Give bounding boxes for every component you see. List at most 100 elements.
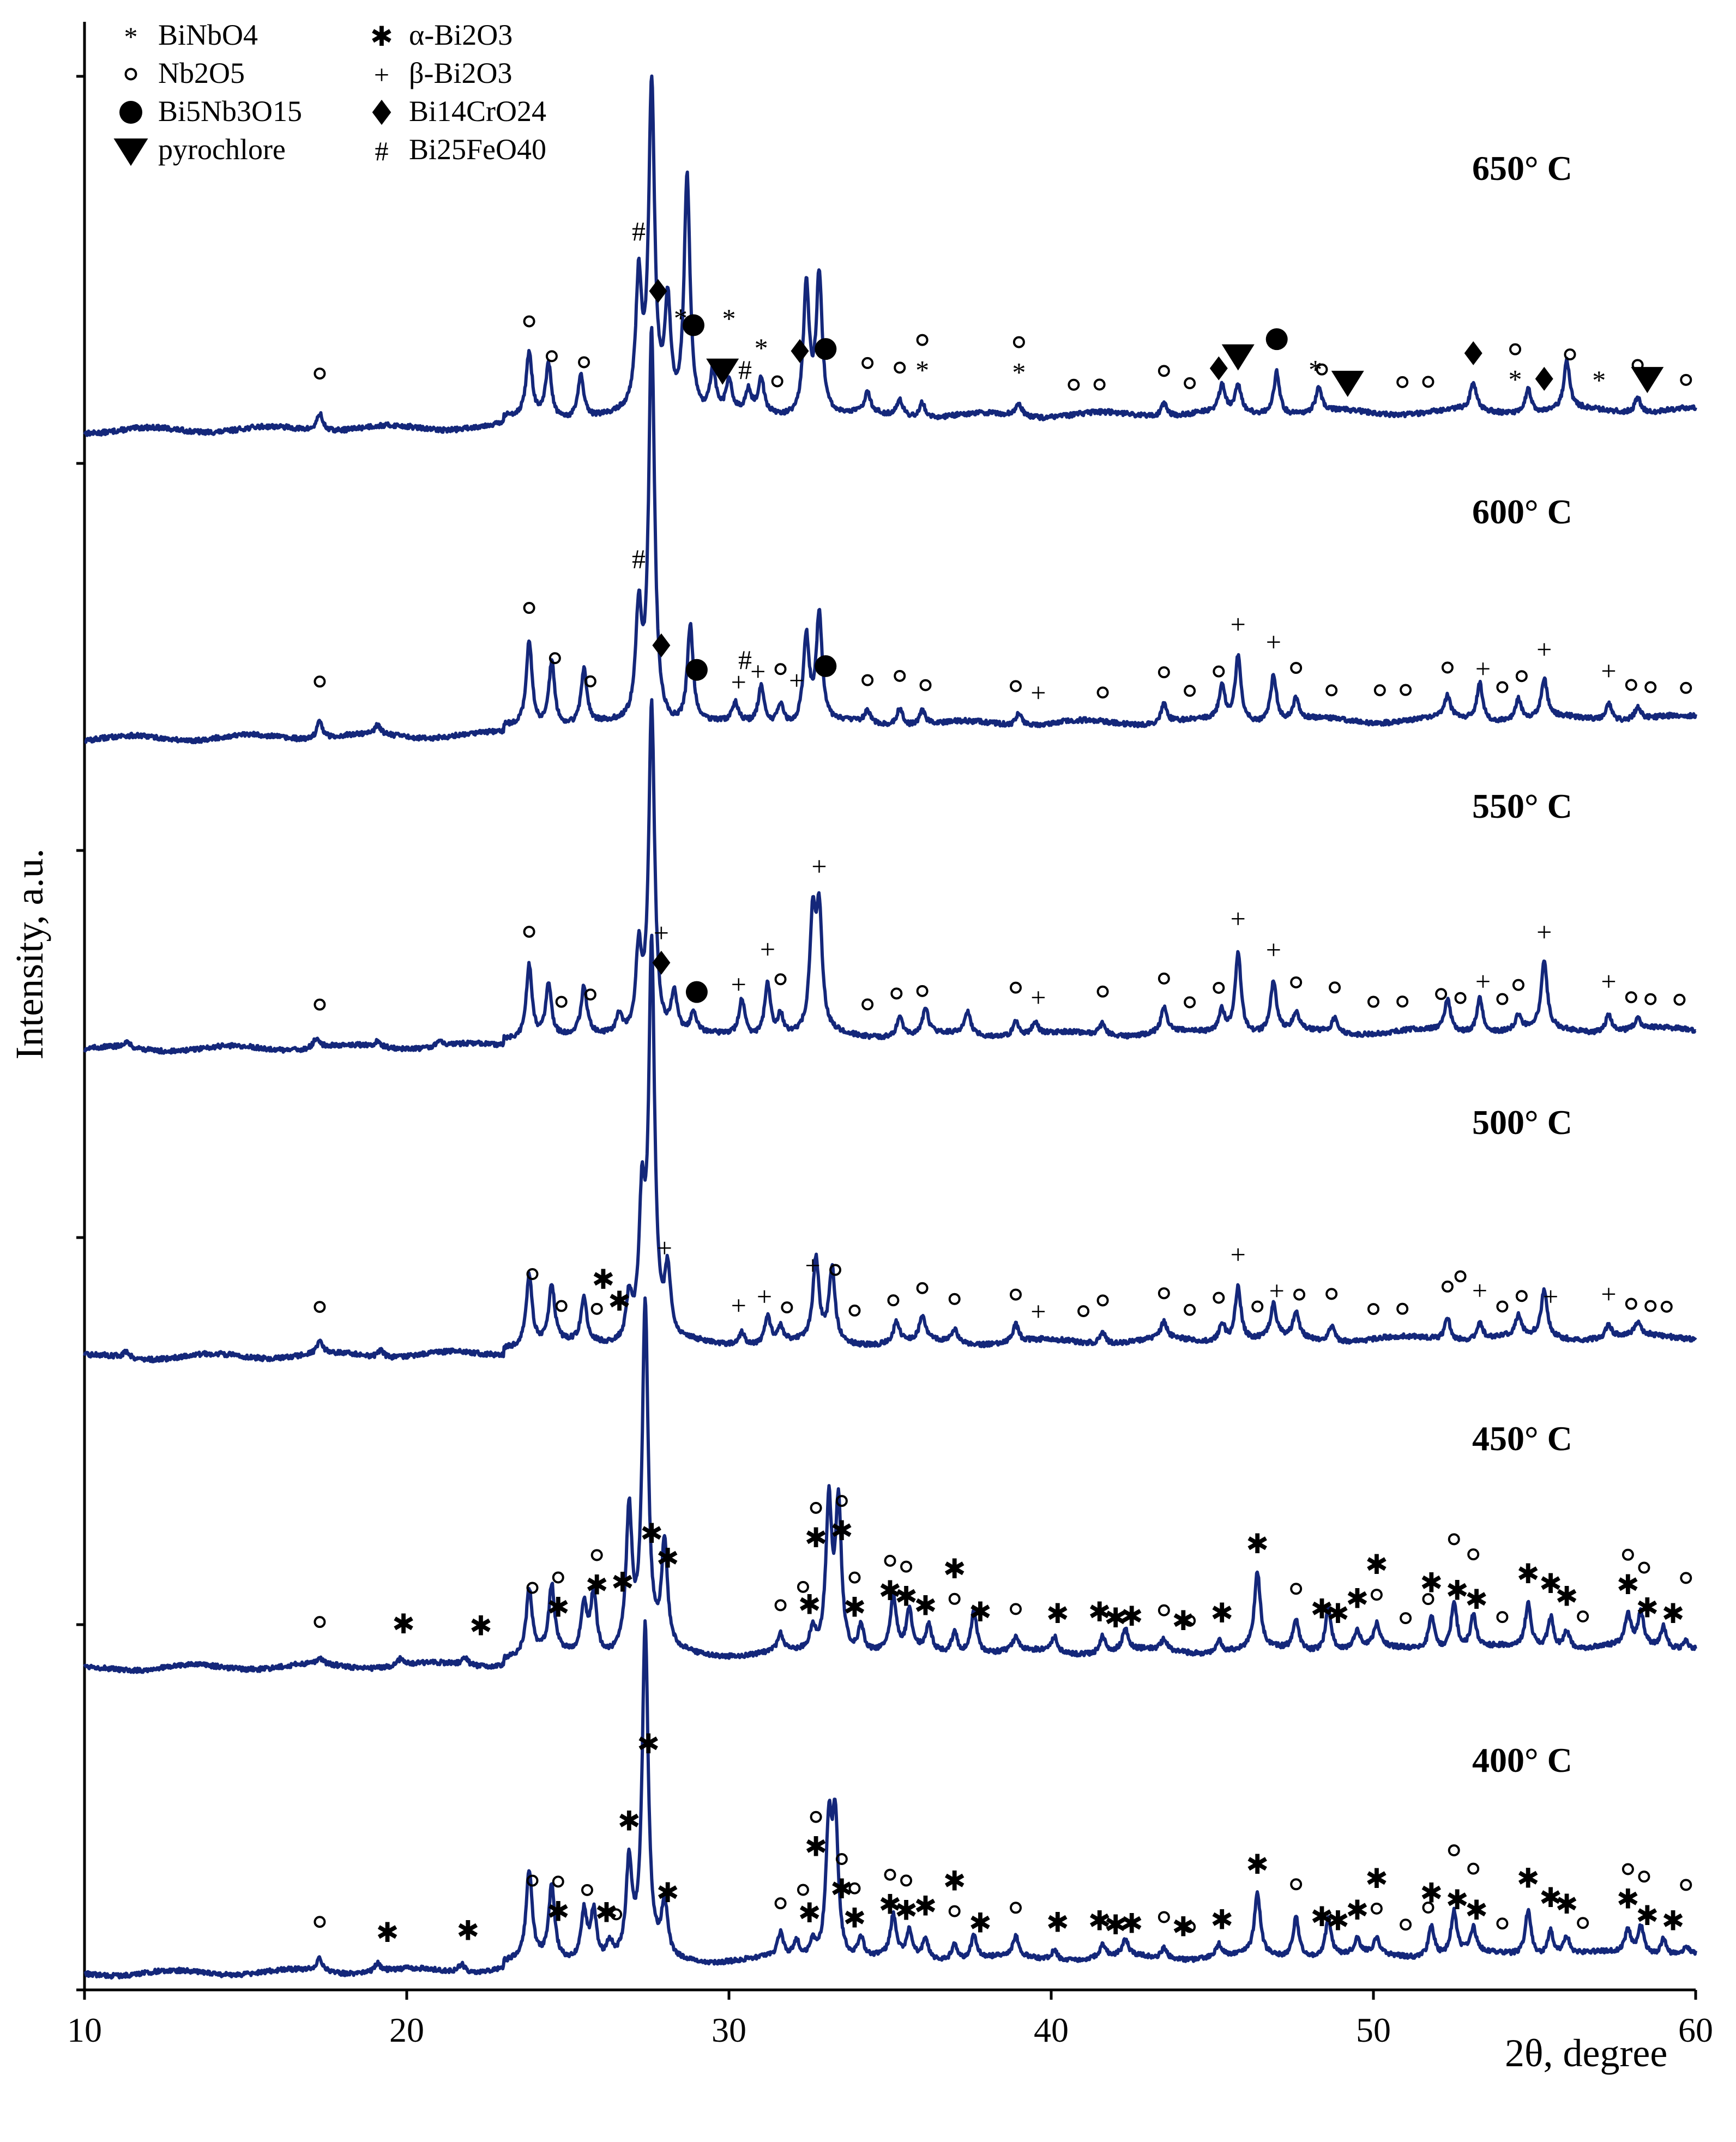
phase-marker bbox=[1467, 1862, 1480, 1875]
phase-marker: + bbox=[1536, 634, 1552, 665]
phase-marker bbox=[884, 1868, 896, 1881]
phase-marker bbox=[861, 998, 874, 1011]
phase-marker bbox=[584, 988, 596, 1001]
phase-marker: ✱ bbox=[1046, 1907, 1069, 1938]
phase-marker bbox=[887, 1294, 900, 1307]
phase-marker bbox=[552, 1875, 564, 1888]
traces bbox=[83, 74, 1697, 1980]
phase-marker bbox=[610, 1908, 623, 1921]
phase-marker bbox=[1325, 1288, 1338, 1300]
phase-marker bbox=[1396, 376, 1409, 388]
phase-marker: ✱ bbox=[1104, 1910, 1127, 1940]
phase-marker: ✱ bbox=[1210, 1904, 1233, 1935]
phase-marker: ✱ bbox=[640, 1518, 663, 1549]
phase-marker bbox=[1367, 1303, 1379, 1316]
phase-marker bbox=[848, 1882, 861, 1894]
x-ticks: 10 20 30 40 50 60 bbox=[67, 1990, 1713, 2049]
phase-marker bbox=[1509, 343, 1522, 355]
phase-marker: ✱ bbox=[1662, 1905, 1685, 1936]
phase-marker: + bbox=[1030, 678, 1046, 708]
legend-symbol bbox=[372, 99, 391, 125]
phase-marker bbox=[1293, 1288, 1306, 1301]
phase-marker bbox=[652, 950, 671, 975]
trace-label: 600° C bbox=[1472, 492, 1572, 531]
phase-marker: ✱ bbox=[843, 1903, 866, 1934]
phase-marker bbox=[861, 357, 874, 369]
xrd-trace bbox=[83, 74, 1697, 437]
phase-marker: ✱ bbox=[592, 1264, 615, 1295]
phase-marker: # bbox=[632, 216, 646, 246]
phase-marker bbox=[590, 1549, 603, 1561]
phase-marker bbox=[1515, 1290, 1528, 1302]
phase-marker bbox=[1184, 1614, 1196, 1627]
phase-marker bbox=[1009, 1288, 1022, 1301]
phase-marker bbox=[1680, 1572, 1692, 1584]
phase-marker bbox=[314, 998, 326, 1011]
phase-marker bbox=[815, 655, 837, 677]
phase-marker bbox=[1638, 1561, 1650, 1574]
phase-marker: # bbox=[632, 544, 646, 574]
phase-marker bbox=[1396, 995, 1409, 1008]
phase-marker bbox=[1660, 1300, 1673, 1313]
phase-marker bbox=[919, 679, 932, 691]
phase-marker: ✱ bbox=[656, 1878, 679, 1908]
legend-entry: β-Bi2O3 bbox=[409, 57, 512, 89]
phase-marker bbox=[1464, 341, 1482, 365]
phase-marker: ✱ bbox=[1420, 1568, 1443, 1598]
phase-marker bbox=[1009, 1603, 1022, 1615]
xrd-trace bbox=[83, 933, 1697, 1363]
phase-marker bbox=[1496, 1611, 1509, 1624]
phase-marker: + bbox=[1601, 656, 1616, 686]
phase-marker: * bbox=[1012, 357, 1026, 388]
phase-marker: # bbox=[738, 644, 752, 675]
legend-entry: α-Bi2O3 bbox=[409, 19, 513, 51]
phase-marker bbox=[1454, 1270, 1467, 1283]
phase-marker: + bbox=[1543, 1281, 1558, 1312]
phase-marker: ✱ bbox=[1556, 1582, 1578, 1612]
phase-marker: + bbox=[731, 969, 746, 1000]
phase-marker: ✱ bbox=[611, 1567, 634, 1598]
phase-marker bbox=[1290, 1878, 1303, 1891]
xrd-trace bbox=[83, 1296, 1697, 1674]
phase-marker: ✱ bbox=[1046, 1598, 1069, 1629]
legend-symbol bbox=[113, 138, 148, 166]
phase-marker bbox=[848, 1304, 861, 1317]
phase-marker bbox=[1316, 363, 1328, 376]
phase-marker: ✱ bbox=[1617, 1570, 1639, 1600]
phase-marker: ✱ bbox=[1465, 1584, 1488, 1615]
y-axis-title: Intensity, a.u. bbox=[8, 848, 51, 1059]
phase-marker: + bbox=[811, 851, 827, 882]
phase-marker bbox=[1631, 359, 1644, 371]
phase-marker: + bbox=[1601, 966, 1616, 997]
phase-marker: ✱ bbox=[595, 1897, 618, 1928]
phase-marker: ✱ bbox=[895, 1582, 918, 1612]
phase-marker bbox=[781, 1301, 793, 1314]
y-ticks bbox=[76, 75, 85, 1992]
legend-entry: BiNbO4 bbox=[158, 19, 258, 51]
phase-marker: ✱ bbox=[1088, 1906, 1111, 1936]
phase-marker bbox=[523, 602, 535, 614]
phase-marker: ✱ bbox=[969, 1908, 992, 1938]
phase-marker: * bbox=[755, 333, 768, 363]
phase-marker: + bbox=[757, 1281, 772, 1312]
phase-marker: ✱ bbox=[914, 1590, 937, 1621]
phase-marker bbox=[1422, 376, 1434, 388]
phase-marker: + bbox=[1231, 903, 1246, 934]
phase-marker bbox=[1496, 1917, 1509, 1930]
trace-label: 650° C bbox=[1472, 149, 1572, 188]
phase-marker: + bbox=[1266, 627, 1281, 657]
x-tick-label: 10 bbox=[67, 2011, 102, 2049]
phase-marker bbox=[1515, 670, 1528, 683]
phase-marker bbox=[1158, 666, 1170, 679]
phase-marker bbox=[1009, 1902, 1022, 1914]
phase-marker bbox=[835, 1853, 848, 1865]
phase-marker bbox=[894, 361, 906, 374]
phase-marker bbox=[1496, 993, 1509, 1005]
phase-marker bbox=[526, 1582, 539, 1594]
phase-marker bbox=[1680, 681, 1692, 694]
phase-marker bbox=[791, 339, 809, 363]
phase-marker bbox=[1370, 1902, 1383, 1915]
phase-marker: ✱ bbox=[1365, 1863, 1388, 1894]
phase-marker bbox=[1644, 1300, 1657, 1312]
phase-marker bbox=[1535, 366, 1553, 391]
